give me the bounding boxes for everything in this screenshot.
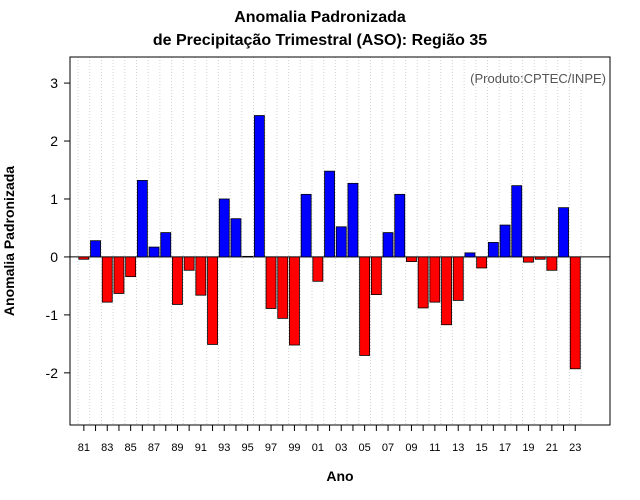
bar-2016: [487, 242, 499, 258]
bar-2007: [382, 232, 394, 258]
x-tick-label: 01: [312, 442, 324, 454]
x-tick-label: 95: [242, 442, 254, 454]
bar-2017: [499, 224, 511, 258]
x-tick-label: 07: [382, 442, 394, 454]
x-tick-label: 97: [265, 442, 277, 454]
x-tick-label: 15: [476, 442, 488, 454]
y-tick-label: -2: [46, 365, 59, 381]
bar-1989: [172, 256, 183, 305]
bar-1999: [289, 256, 300, 346]
y-tick-label: 2: [50, 133, 58, 149]
bar-1994: [230, 218, 242, 258]
bar-2019: [523, 256, 534, 263]
vertical-gridlines: [77, 57, 582, 425]
bar-1995: [242, 255, 254, 258]
bar-1983: [101, 256, 113, 303]
bar-2020: [534, 256, 546, 260]
x-tick-label: 11: [429, 442, 440, 454]
bar-2005: [359, 256, 371, 356]
bar-1986: [136, 180, 148, 258]
bar-2015: [476, 256, 488, 269]
bar-1988: [160, 232, 172, 258]
y-axis-label: Anomalia Padronizada: [1, 166, 17, 316]
x-tick-label: 23: [569, 442, 581, 454]
x-tick-label: 05: [359, 442, 371, 454]
x-tick-label: 85: [125, 442, 137, 454]
bar-1997: [265, 256, 277, 309]
x-axis: 81 83 85 87 89 91 93 95 97 99 01 03 05 07 09 11 13 15 17 19…: [78, 425, 581, 454]
bar-1996: [253, 115, 265, 258]
bar-1998: [277, 256, 289, 319]
bar-1993: [218, 198, 230, 258]
bar-2023: [569, 256, 581, 370]
bar-2022: [558, 207, 569, 258]
bar-2010: [417, 256, 429, 309]
bar-2001: [312, 256, 324, 282]
bar-2006: [370, 256, 382, 296]
bar-1992: [207, 256, 218, 345]
x-tick-label: 81: [78, 442, 90, 454]
x-tick-label: 21: [546, 442, 558, 454]
source-annotation: (Produto:CPTEC/INPE): [470, 71, 606, 86]
x-tick-label: 87: [148, 442, 160, 454]
chart-subtitle: de Precipitação Trimestral (ASO): Região…: [152, 32, 488, 49]
bar-1990: [183, 256, 195, 271]
y-tick-label: 1: [50, 191, 58, 207]
x-tick-label: 17: [499, 442, 511, 454]
x-tick-label: 09: [405, 442, 417, 454]
x-tick-label: 93: [218, 442, 230, 454]
bar-2003: [335, 226, 347, 258]
bar-2018: [511, 185, 523, 258]
y-tick-label: -1: [46, 307, 59, 323]
bar-2021: [546, 256, 558, 271]
bar-2011: [429, 256, 441, 303]
bar-1987: [148, 246, 160, 258]
x-tick-label: 03: [335, 442, 347, 454]
bar-1991: [195, 256, 207, 296]
bar-1982: [90, 240, 101, 258]
bar-2004: [347, 182, 359, 258]
chart-title: Anomalia Padronizada: [234, 9, 406, 26]
bar-2008: [394, 193, 406, 258]
bar-2000: [300, 193, 312, 258]
bar-1984: [113, 256, 125, 294]
x-tick-label: 83: [101, 442, 113, 454]
bars: [78, 115, 581, 370]
x-tick-label: 99: [288, 442, 300, 454]
bar-1985: [125, 256, 137, 278]
bar-2013: [452, 256, 464, 301]
x-tick-label: 89: [171, 442, 183, 454]
x-tick-label: 13: [452, 442, 464, 454]
x-tick-label: 19: [522, 442, 534, 454]
y-tick-label: 3: [50, 75, 58, 91]
bar-2012: [441, 256, 452, 326]
x-tick-label: 91: [195, 442, 207, 454]
bar-1981: [78, 256, 90, 260]
y-axis: -2 -1 0 1 2 3: [46, 75, 70, 381]
bar-2009: [406, 256, 417, 262]
plot-frame: [69, 56, 611, 426]
bar-2014: [464, 252, 476, 258]
y-tick-label: 0: [50, 249, 58, 265]
x-axis-label: Ano: [326, 468, 353, 484]
bar-2002: [324, 170, 335, 258]
